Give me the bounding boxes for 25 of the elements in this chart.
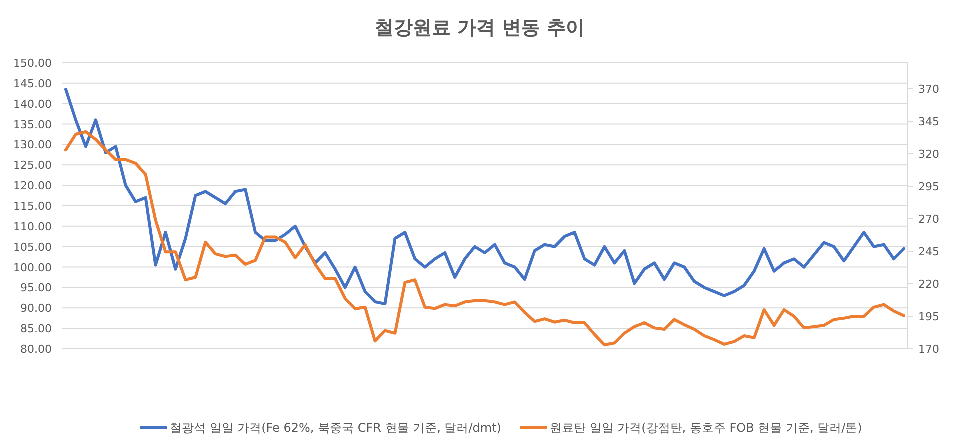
y-tick-label: 85.00 <box>20 322 52 336</box>
y2-tick-label: 345 <box>918 116 940 128</box>
chart-title: 철강원료 가격 변동 추이 <box>375 17 585 39</box>
y2-tick-label: 245 <box>918 246 940 258</box>
y-tick-label: 130.00 <box>14 138 52 152</box>
y2-tick-label: 195 <box>918 310 940 324</box>
y2-tick-label: 320 <box>918 148 940 161</box>
y-tick-label: 95.00 <box>20 282 52 295</box>
y2-tick-label: 220 <box>918 278 940 291</box>
y-tick-label: 110.00 <box>14 220 52 234</box>
y2-tick-label: 370 <box>918 83 940 96</box>
y-tick-label: 100.00 <box>14 261 52 274</box>
y-tick-label: 120.00 <box>14 180 52 193</box>
y2-tick-label: 170 <box>918 343 940 356</box>
y2-tick-label: 295 <box>918 180 940 194</box>
y-tick-label: 140.00 <box>14 98 52 111</box>
y-tick-label: 150.00 <box>14 57 52 70</box>
y-tick-label: 90.00 <box>20 302 52 316</box>
y-tick-label: 125.00 <box>14 159 52 172</box>
y-tick-label: 135.00 <box>14 118 52 132</box>
y-tick-label: 145.00 <box>14 77 52 90</box>
y-tick-label: 105.00 <box>14 240 52 254</box>
y-tick-label: 115.00 <box>14 200 52 213</box>
y2-tick-label: 270 <box>918 213 940 226</box>
y-tick-label: 80.00 <box>20 343 52 356</box>
